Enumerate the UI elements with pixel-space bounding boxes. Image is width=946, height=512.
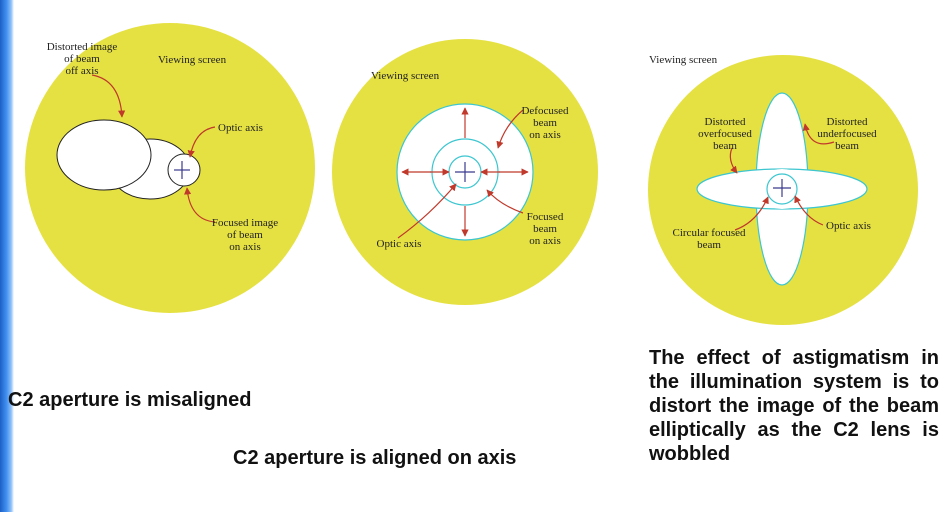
- arrow-optic-axis: [397, 183, 457, 239]
- optic-axis-cross: [455, 162, 475, 182]
- label-over-1: Distorted: [705, 116, 746, 128]
- screen-label: Viewing screen: [158, 54, 227, 66]
- label-distorted-2: of beam: [64, 53, 100, 65]
- label-under-1: Distorted: [827, 116, 868, 128]
- label-focused-3: on axis: [529, 235, 560, 247]
- caption-misaligned: C2 aperture is misaligned: [8, 389, 252, 411]
- arrow-focused: [184, 187, 216, 223]
- label-over-2: overfocused: [698, 128, 752, 140]
- screen-label: Viewing screen: [649, 54, 718, 66]
- label-defocused-3: on axis: [529, 129, 560, 141]
- label-optic-axis: Optic axis: [377, 238, 422, 250]
- label-under-2: underfocused: [817, 128, 877, 140]
- label-distorted-3: off axis: [65, 65, 98, 77]
- slide-sidebar-accent: [0, 0, 14, 512]
- label-focused-1: Focused: [527, 211, 564, 223]
- circular-beam: [766, 173, 798, 205]
- optic-axis-cross: [174, 161, 190, 179]
- label-circular-1: Circular focused: [673, 227, 746, 239]
- arrow-overfocused: [729, 147, 738, 174]
- panel-misaligned: Viewing screen Distorted image of beam o…: [25, 23, 315, 313]
- screen-label: Viewing screen: [371, 70, 440, 82]
- arrow-defocused: [496, 109, 524, 149]
- label-optic-axis: Optic axis: [826, 220, 871, 232]
- label-distorted-1: Distorted image: [47, 41, 118, 53]
- astigmatism-diagrams: Viewing screen Distorted image of beam o…: [25, 23, 918, 325]
- optic-axis-cross: [773, 179, 791, 197]
- label-circular-2: beam: [697, 239, 721, 251]
- label-under-3: beam: [835, 140, 859, 152]
- label-defocused-1: Defocused: [521, 105, 569, 117]
- arrow-optic-axis: [187, 126, 216, 158]
- arrow-focused: [486, 189, 524, 214]
- label-focused-2: of beam: [227, 229, 263, 241]
- arrow-optic-axis: [794, 195, 824, 226]
- label-over-3: beam: [713, 140, 737, 152]
- arrow-underfocused: [802, 123, 835, 145]
- label-focused-1: Focused image: [212, 217, 278, 229]
- label-focused-3: on axis: [229, 241, 260, 253]
- label-defocused-2: beam: [533, 117, 557, 129]
- arrow-circular: [734, 196, 769, 231]
- caption-aligned: C2 aperture is aligned on axis: [233, 447, 517, 469]
- caption-astigmatism: The effect of astigmatism in the illumin…: [649, 347, 939, 465]
- arrow-distorted: [91, 74, 126, 118]
- panel-aligned: Viewing screen Defocused beam on axis Fo…: [332, 39, 598, 305]
- distorted-beam-large: [56, 119, 152, 191]
- panel-astigmatism: Viewing screen Distorted overfocused bea…: [648, 54, 918, 325]
- label-optic-axis: Optic axis: [218, 122, 263, 134]
- label-focused-2: beam: [533, 223, 557, 235]
